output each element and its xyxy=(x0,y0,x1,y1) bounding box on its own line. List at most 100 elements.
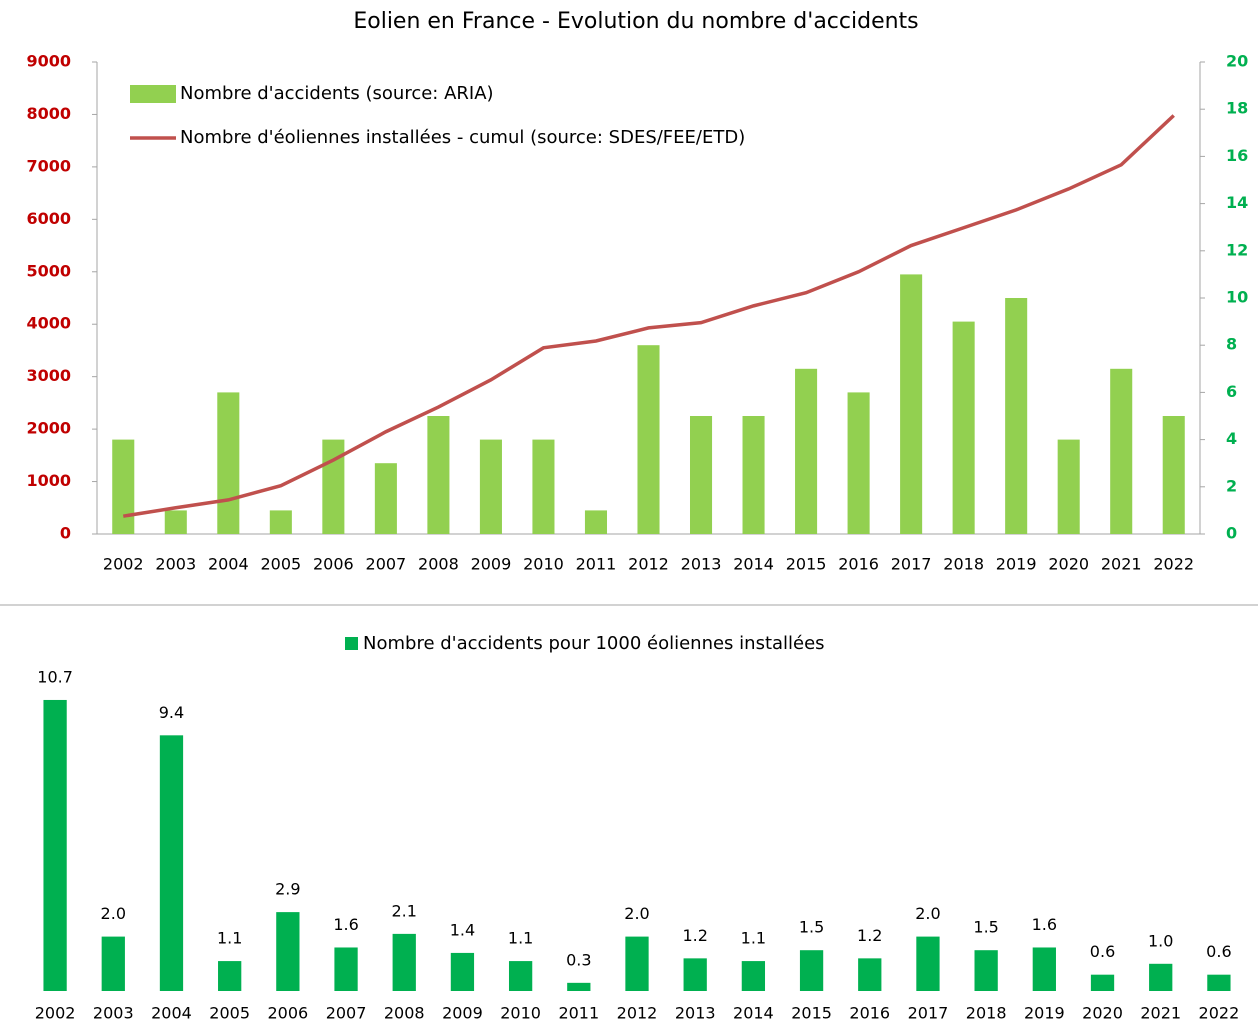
y-tick-label: 1000 xyxy=(26,471,71,490)
data-label: 2.9 xyxy=(275,880,300,899)
x-tick-label: 2018 xyxy=(966,1004,1007,1023)
bar xyxy=(450,952,475,991)
x-tick-label: 2020 xyxy=(1082,1004,1123,1023)
x-tick-label: 2004 xyxy=(208,555,249,574)
data-label: 1.4 xyxy=(450,920,475,939)
data-label: 1.1 xyxy=(217,929,242,948)
bar xyxy=(479,439,502,534)
x-tick-label: 2011 xyxy=(558,1004,599,1023)
bar xyxy=(1207,974,1231,991)
line xyxy=(122,114,1175,518)
data-label: 1.6 xyxy=(333,915,358,934)
bar xyxy=(1057,439,1080,534)
x-tick-label: 2004 xyxy=(151,1004,192,1023)
x-tick-label: 2002 xyxy=(35,1004,76,1023)
data-label: 0.6 xyxy=(1206,942,1231,961)
bar xyxy=(112,439,135,534)
bar xyxy=(847,392,870,534)
y-tick-label: 6000 xyxy=(26,209,71,228)
x-tick-label: 2005 xyxy=(260,555,301,574)
y2-tick-label: 2 xyxy=(1226,476,1237,495)
bar xyxy=(374,463,397,534)
bar xyxy=(742,416,765,534)
x-tick-label: 2006 xyxy=(267,1004,308,1023)
x-tick-label: 2010 xyxy=(500,1004,541,1023)
y-tick-label: 2000 xyxy=(26,419,71,438)
y2-tick-label: 12 xyxy=(1226,240,1248,259)
x-tick-label: 2021 xyxy=(1101,555,1142,574)
x-tick-label: 2003 xyxy=(93,1004,134,1023)
data-label: 9.4 xyxy=(159,703,184,722)
y-tick-label: 0 xyxy=(60,524,71,543)
bar xyxy=(217,392,240,534)
x-tick-label: 2022 xyxy=(1199,1004,1240,1023)
x-tick-label: 2010 xyxy=(523,555,564,574)
x-tick-label: 2016 xyxy=(849,1004,890,1023)
data-label: 0.3 xyxy=(566,950,591,969)
data-label: 0.6 xyxy=(1090,942,1115,961)
y2-tick-label: 16 xyxy=(1226,146,1248,165)
x-tick-label: 2019 xyxy=(1024,1004,1065,1023)
legend-swatch xyxy=(130,85,176,103)
data-label: 1.2 xyxy=(682,926,707,945)
x-tick-label: 2011 xyxy=(576,555,617,574)
x-tick-label: 2008 xyxy=(418,555,459,574)
x-tick-label: 2016 xyxy=(838,555,879,574)
bar xyxy=(683,958,707,991)
y2-tick-label: 4 xyxy=(1226,429,1237,448)
data-label: 1.1 xyxy=(741,929,766,948)
y2-tick-label: 20 xyxy=(1226,52,1248,71)
x-tick-label: 2013 xyxy=(675,1004,716,1023)
data-label: 1.5 xyxy=(799,918,824,937)
y-tick-label: 9000 xyxy=(26,52,71,71)
data-label: 2.0 xyxy=(624,904,649,923)
data-label: 1.6 xyxy=(1032,915,1057,934)
data-label: 10.7 xyxy=(37,667,73,686)
y2-tick-label: 14 xyxy=(1226,193,1248,212)
x-tick-label: 2009 xyxy=(471,555,512,574)
x-tick-label: 2014 xyxy=(733,555,774,574)
bar xyxy=(101,936,125,991)
legend-swatch xyxy=(345,637,358,650)
x-tick-label: 2015 xyxy=(786,555,827,574)
y-tick-label: 5000 xyxy=(26,261,71,280)
x-tick-label: 2002 xyxy=(103,555,144,574)
bar xyxy=(164,510,187,534)
x-tick-label: 2003 xyxy=(155,555,196,574)
chart-title: Eolien en France - Evolution du nombre d… xyxy=(353,9,918,34)
bar xyxy=(1032,947,1056,991)
bar xyxy=(689,416,713,534)
x-tick-label: 2012 xyxy=(617,1004,658,1023)
bar xyxy=(276,912,300,991)
bar xyxy=(974,950,998,991)
y-tick-label: 3000 xyxy=(26,366,71,385)
x-tick-label: 2009 xyxy=(442,1004,483,1023)
data-label: 1.0 xyxy=(1148,931,1173,950)
bar xyxy=(218,961,242,991)
bar xyxy=(567,982,591,991)
bar xyxy=(1090,974,1115,991)
x-tick-label: 2006 xyxy=(313,555,354,574)
bar xyxy=(1162,416,1185,534)
data-label: 2.0 xyxy=(101,904,126,923)
x-tick-label: 2018 xyxy=(943,555,984,574)
x-tick-label: 2020 xyxy=(1048,555,1089,574)
y-tick-label: 8000 xyxy=(26,104,71,123)
bar xyxy=(532,439,555,534)
data-label: 1.2 xyxy=(857,926,882,945)
bar xyxy=(1149,963,1173,991)
x-tick-label: 2012 xyxy=(628,555,669,574)
bar xyxy=(334,947,358,991)
x-tick-label: 2021 xyxy=(1140,1004,1181,1023)
x-tick-label: 2015 xyxy=(791,1004,832,1023)
bar xyxy=(392,933,416,991)
x-tick-label: 2022 xyxy=(1153,555,1194,574)
y2-tick-label: 6 xyxy=(1226,382,1237,401)
legend-label: Nombre d'accidents pour 1000 éoliennes i… xyxy=(363,633,825,654)
bar xyxy=(741,961,766,991)
bar xyxy=(795,368,818,534)
bar xyxy=(625,936,649,991)
bar xyxy=(1110,368,1133,534)
bar xyxy=(637,345,660,534)
bar xyxy=(584,510,608,534)
